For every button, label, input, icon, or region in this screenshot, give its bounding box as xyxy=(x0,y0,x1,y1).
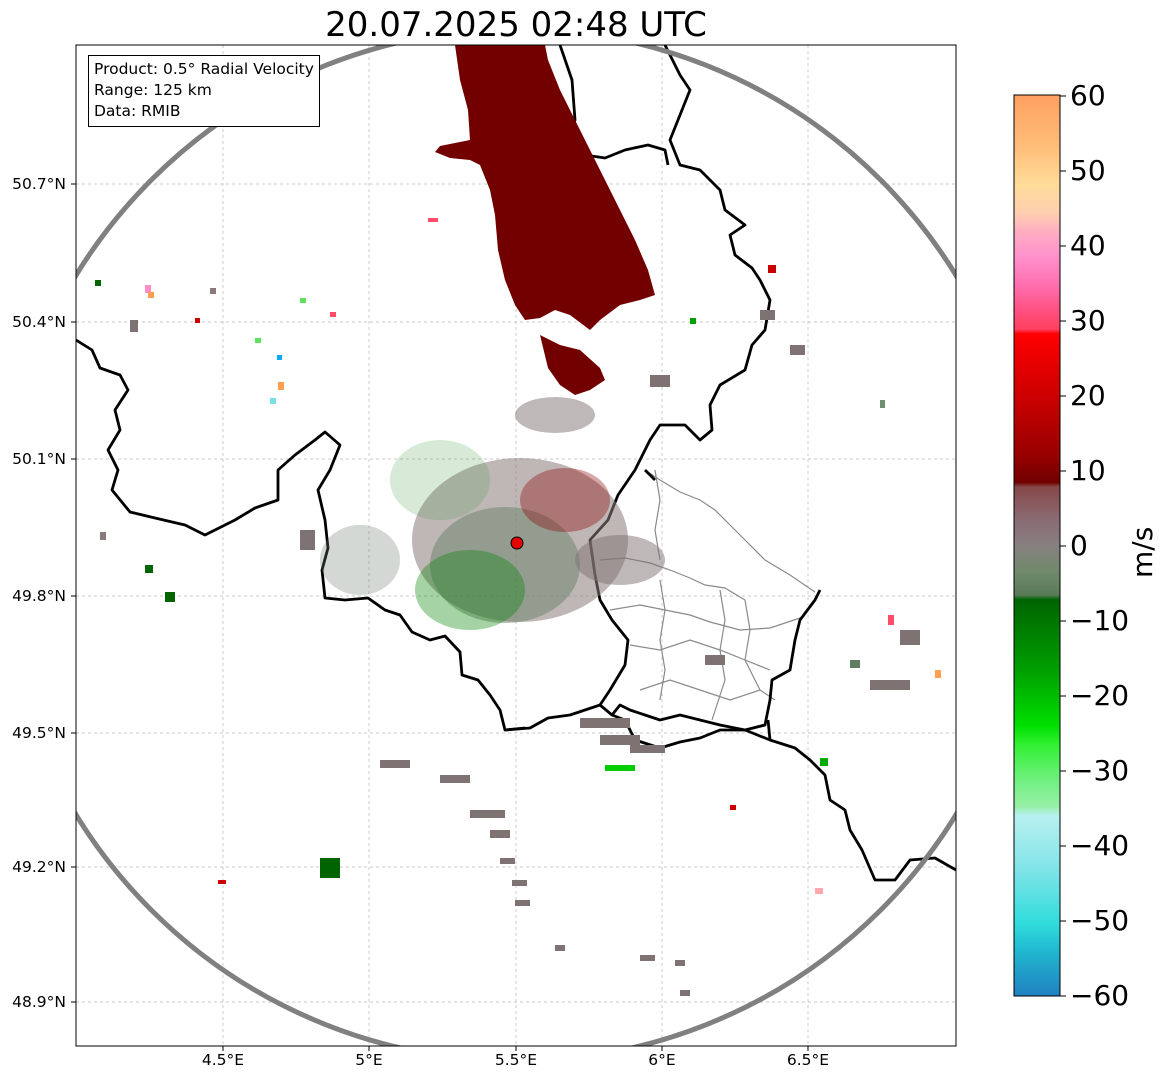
lon-tick-label: 6.5°E xyxy=(786,1051,830,1069)
colorbar-tick-label: 40 xyxy=(1070,229,1106,262)
lat-tick-label: 50.7°N xyxy=(12,175,66,193)
lon-tick-label: 5°E xyxy=(355,1051,383,1069)
lat-tick-label: 50.4°N xyxy=(12,313,66,331)
product-label: Product: 0.5° Radial Velocity xyxy=(94,60,314,78)
lat-tick-label: 49.5°N xyxy=(12,724,66,742)
colorbar-tick-label: 30 xyxy=(1070,304,1106,337)
echo-scattered xyxy=(95,218,941,996)
lat-tick-label: 50.1°N xyxy=(12,450,66,468)
lat-tick-label: 48.9°N xyxy=(12,993,66,1011)
echo-band-north-tail xyxy=(540,335,605,395)
gridlines xyxy=(76,45,956,1046)
colorbar-tick-label: 10 xyxy=(1070,454,1106,487)
colorbar-tick-label: 20 xyxy=(1070,379,1106,412)
lon-tick-label: 6°E xyxy=(648,1051,676,1069)
colorbar-tick-label: −50 xyxy=(1070,904,1130,937)
colorbar-tick-label: −20 xyxy=(1070,679,1130,712)
colorbar-tick-label: −10 xyxy=(1070,604,1130,637)
data-source-label: Data: RMIB xyxy=(94,102,181,120)
echo-central-field xyxy=(320,397,665,630)
colorbar-tick-label: −40 xyxy=(1070,829,1130,862)
lon-tick-label: 5.5°E xyxy=(494,1051,538,1069)
map-title: 20.07.2025 02:48 UTC xyxy=(325,5,707,45)
colorbar-tick-label: 0 xyxy=(1070,529,1088,562)
colorbar-tick-label: −60 xyxy=(1070,979,1130,1012)
product-info-box: Product: 0.5° Radial Velocity Range: 125… xyxy=(88,55,320,127)
colorbar-unit-label: m/s xyxy=(1126,526,1159,578)
tick-marks xyxy=(71,183,809,1051)
radar-site-marker xyxy=(510,536,524,550)
colorbar-tick-label: −30 xyxy=(1070,754,1130,787)
range-label: Range: 125 km xyxy=(94,81,212,99)
echo-band-north xyxy=(435,45,655,330)
radar-echoes xyxy=(95,45,941,996)
lon-tick-label: 4.5°E xyxy=(201,1051,245,1069)
colorbar-tick-label: 60 xyxy=(1070,79,1106,112)
lat-tick-label: 49.2°N xyxy=(12,858,66,876)
lat-tick-label: 49.8°N xyxy=(12,587,66,605)
colorbar-tick-label: 50 xyxy=(1070,154,1106,187)
